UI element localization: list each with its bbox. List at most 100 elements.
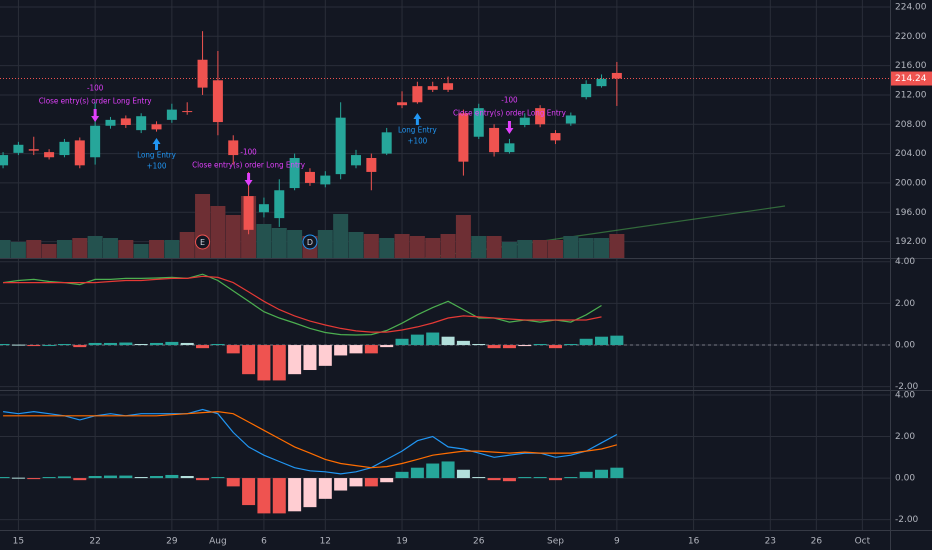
histogram-bar xyxy=(57,343,71,346)
histogram-bar xyxy=(487,345,501,349)
candle-body xyxy=(458,113,469,162)
histogram-bar xyxy=(242,345,256,375)
event-marker xyxy=(195,234,211,250)
histogram-bar xyxy=(73,478,87,481)
candle-body xyxy=(489,127,500,153)
volume-bar xyxy=(363,234,379,258)
signal-arrow xyxy=(413,113,422,125)
volume-bar xyxy=(578,238,594,258)
volume-bar xyxy=(72,238,88,258)
histogram-bar xyxy=(150,342,164,346)
histogram-bar xyxy=(0,343,10,346)
signal-arrow xyxy=(505,121,514,134)
histogram-bar xyxy=(42,477,56,479)
signal-text: Long Entry xyxy=(137,151,177,160)
histogram-bar xyxy=(410,334,424,346)
histogram-bar xyxy=(380,345,394,348)
histogram-bar xyxy=(456,340,470,346)
volume-bar xyxy=(87,236,103,258)
volume-bar xyxy=(317,230,333,258)
histogram-bar xyxy=(487,478,501,481)
signal-qty: +100 xyxy=(147,162,167,171)
histogram-bar xyxy=(257,345,271,381)
histogram-bar xyxy=(103,342,117,346)
signal-arrow xyxy=(91,109,100,122)
signal-text: Close entry(s) order Long Entry xyxy=(453,109,567,118)
histogram-bar xyxy=(196,345,210,349)
y-tick-label: 220.00 xyxy=(895,32,927,42)
candle-body xyxy=(105,119,116,126)
volume-bar xyxy=(287,230,303,258)
signal-text: Close entry(s) order Long Entry xyxy=(192,161,306,170)
x-tick-label: 16 xyxy=(688,537,700,547)
histogram-bar xyxy=(441,336,455,346)
histogram-bar xyxy=(610,467,624,479)
event-label: E xyxy=(200,238,205,247)
candle-body xyxy=(197,59,208,88)
histogram-bar xyxy=(57,476,71,479)
candle-body xyxy=(243,196,254,230)
candle-body xyxy=(59,141,70,156)
candle-body xyxy=(44,152,55,158)
volume-bar xyxy=(149,240,165,258)
marks-layer: E D -100 Close entry(s) order Long Entry Lon… xyxy=(0,31,890,514)
x-tick-label: 29 xyxy=(166,537,178,547)
signal-qty: -100 xyxy=(501,96,518,105)
candle-body xyxy=(504,143,515,153)
candle-body xyxy=(0,155,9,166)
candle-body xyxy=(258,204,269,213)
histogram-bar xyxy=(42,345,56,347)
histogram-bar xyxy=(380,478,394,483)
indicator-line xyxy=(3,273,602,336)
histogram-bar xyxy=(410,467,424,479)
candle-body xyxy=(212,80,223,123)
signal-qty: -100 xyxy=(240,148,257,157)
histogram-bar xyxy=(134,477,148,479)
volume-bar xyxy=(102,238,118,258)
candle-body xyxy=(596,78,607,87)
histogram-bar xyxy=(349,478,363,487)
histogram-bar xyxy=(334,478,348,491)
candle-body xyxy=(304,171,315,183)
y-tick-label: 224.00 xyxy=(895,2,927,12)
candle-body xyxy=(289,157,300,189)
candle-body xyxy=(182,111,193,113)
y-tick-label: 0.00 xyxy=(895,341,915,351)
y-tick-label: -2.00 xyxy=(895,382,919,392)
candle-body xyxy=(13,144,24,153)
histogram-bar xyxy=(103,475,117,479)
histogram-bar xyxy=(318,478,332,499)
histogram-bar xyxy=(564,343,578,346)
y-tick-label: 4.00 xyxy=(895,390,915,400)
histogram-bar xyxy=(119,342,133,346)
histogram-bar xyxy=(0,477,10,479)
histogram-bar xyxy=(211,477,225,479)
histogram-bar xyxy=(88,475,102,479)
volume-bar xyxy=(501,242,517,258)
histogram-bar xyxy=(364,478,378,487)
x-tick-label: Sep xyxy=(547,537,564,547)
volume-bar xyxy=(517,240,533,258)
indicator-line xyxy=(3,410,618,469)
histogram-bar xyxy=(456,469,470,479)
histogram-bar xyxy=(395,471,409,479)
x-tick-label: 26 xyxy=(811,537,823,547)
signal-qty: -100 xyxy=(87,84,104,93)
volume-bar xyxy=(609,234,625,258)
candle-body xyxy=(335,117,346,175)
volume-bar xyxy=(271,228,287,258)
volume-bar xyxy=(333,214,349,258)
histogram-bar xyxy=(579,338,593,346)
volume-bar xyxy=(41,244,57,258)
volume-bar xyxy=(348,232,364,258)
candle-body xyxy=(550,133,561,141)
histogram-bar xyxy=(288,478,302,512)
histogram-bar xyxy=(610,335,624,346)
last-price-tag xyxy=(891,71,932,86)
histogram-bar xyxy=(518,477,532,479)
volume-bar xyxy=(409,236,425,258)
histogram-bar xyxy=(288,345,302,375)
